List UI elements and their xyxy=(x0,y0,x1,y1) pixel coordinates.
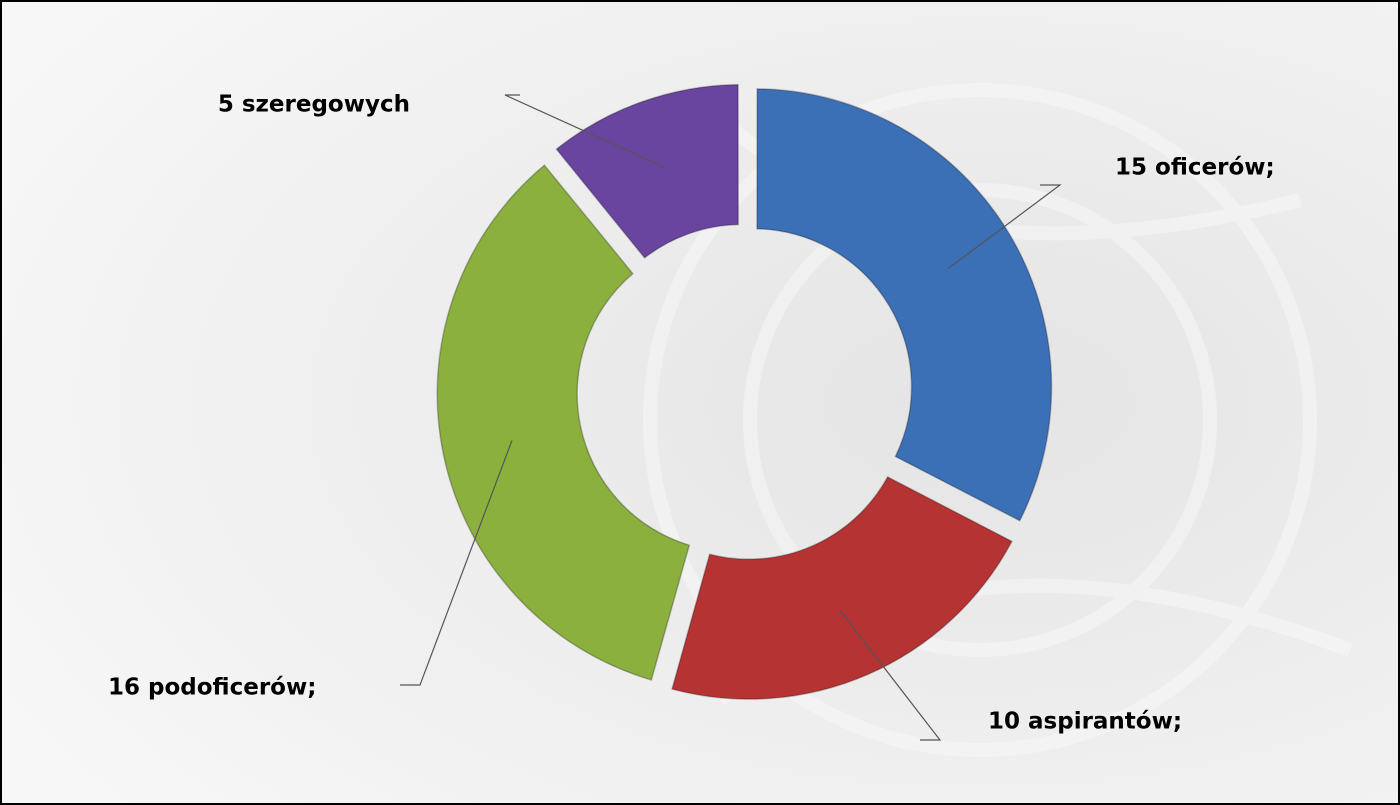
data-label: 16 podoficerów; xyxy=(108,675,316,701)
leader-line xyxy=(839,609,942,741)
donut-slice xyxy=(671,475,1013,700)
decoration xyxy=(643,83,1353,757)
leader-line xyxy=(504,94,666,169)
data-label: 5 szeregowych xyxy=(218,92,410,118)
leader-line xyxy=(400,440,513,686)
donut-slice xyxy=(436,164,691,681)
leader-line xyxy=(947,184,1062,269)
data-label: 15 oficerów; xyxy=(1115,155,1275,181)
donut-slice xyxy=(555,83,739,259)
data-label: 10 aspirantów; xyxy=(988,709,1182,735)
donut-slice xyxy=(756,88,1053,522)
